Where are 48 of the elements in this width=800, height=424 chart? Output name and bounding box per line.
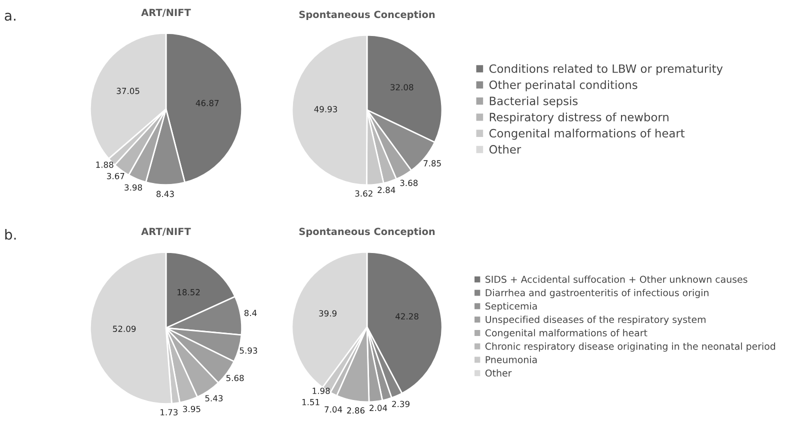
data-label: 3.98 (124, 184, 142, 191)
data-label: 5.68 (226, 374, 244, 382)
data-label: 18.52 (178, 289, 200, 296)
data-label: 8.43 (156, 190, 174, 198)
data-label: 7.85 (424, 160, 441, 166)
legend-label: Congenital malformations of heart (485, 329, 648, 338)
text: a. (4, 12, 16, 21)
text: b. (5, 229, 16, 240)
slice-label: ART/NIFT (141, 228, 191, 236)
legend-label: Congenital malformations of heart (489, 128, 685, 140)
data-label: 2.04 (370, 404, 388, 412)
legend-label: Septicemia (486, 302, 537, 312)
legend-label: Respiratory distress of newborn (490, 112, 668, 124)
data-label: 37.05 (116, 88, 140, 94)
data-label: 2.84 (378, 186, 396, 194)
data-label: 3.95 (183, 406, 200, 412)
data-label: 7.04 (324, 406, 342, 413)
legend-label: Other (489, 144, 522, 154)
legend-label: Pneumonia (486, 356, 537, 364)
data-label: 1.88 (96, 162, 114, 168)
legend-label: Unspecified diseases of the respiratory system (486, 316, 706, 325)
legend-label: Conditions related to LBW or prematurity (489, 64, 723, 76)
slice-label: ART/NIFT (141, 8, 191, 17)
data-label: 46.87 (196, 100, 219, 106)
data-label: 1.73 (160, 409, 178, 416)
data-label: 3.62 (355, 190, 372, 197)
slice-label: Spontaneous Conception (299, 10, 435, 20)
slice-label: Spontaneous Conception (299, 228, 435, 237)
data-label: 3.67 (107, 172, 124, 180)
legend-label: Other perinatal conditions (489, 80, 638, 92)
data-label: 1.98 (312, 388, 330, 394)
legend-label: SIDS + Accidental suffocation + Other unknown causes (486, 276, 748, 283)
data-label: 49.93 (314, 106, 338, 112)
legend-label: Chronic respiratory disease originating in the neonatal period (485, 342, 776, 352)
legend-label: Bacterial sepsis (490, 96, 578, 108)
data-label: 3.68 (400, 180, 418, 186)
data-label: 42.28 (396, 313, 418, 320)
data-label: 5.43 (205, 395, 223, 402)
data-label: 1.51 (302, 399, 320, 406)
legend-label: Diarrhea and gastroenteritis of infectious origin (486, 288, 708, 298)
legend-label: Other (485, 369, 512, 377)
data-label: 32.08 (390, 84, 414, 90)
data-label: 5.93 (240, 347, 258, 354)
data-label: 39.9 (319, 310, 336, 317)
data-label: 52.09 (113, 326, 136, 332)
data-label: 2.39 (392, 400, 410, 408)
data-label: 2.86 (347, 407, 365, 414)
data-label: 8.4 (244, 310, 257, 316)
